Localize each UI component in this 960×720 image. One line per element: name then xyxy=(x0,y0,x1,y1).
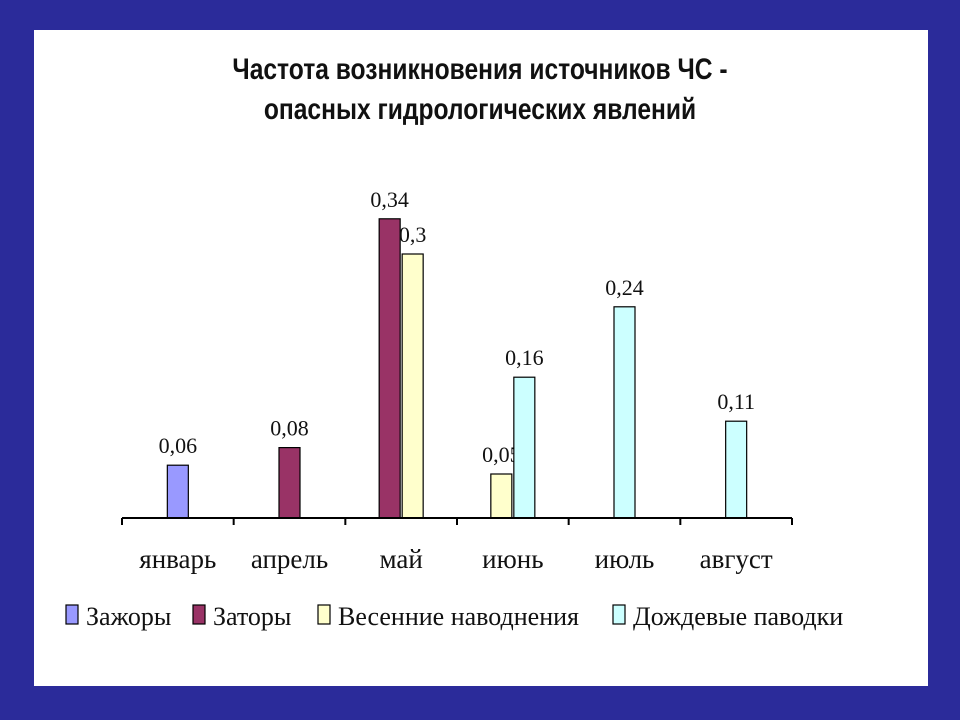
x-tick-label-5: июль xyxy=(595,544,655,574)
x-tick-label-6: август xyxy=(700,544,773,574)
data-label-2-2: 0,08 xyxy=(270,416,309,441)
bar-3-3 xyxy=(401,253,424,519)
data-label-2-3: 0,34 xyxy=(370,187,409,212)
data-label-3-3: 0,3 xyxy=(399,222,427,247)
legend-swatch-4 xyxy=(612,604,626,625)
x-tick-label-1: январь xyxy=(139,544,216,574)
legend-swatch-3 xyxy=(317,604,331,625)
data-label-4-6: 0,11 xyxy=(717,389,755,414)
data-label-1-1: 0,06 xyxy=(159,433,198,458)
slide-background xyxy=(34,30,928,686)
bar-2-2 xyxy=(278,447,301,519)
data-label-4-5: 0,24 xyxy=(605,275,644,300)
legend-label-1: Зажоры xyxy=(86,602,171,631)
chart-title-line-2: опасных гидрологических явлений xyxy=(263,93,697,126)
data-label-4-4: 0,16 xyxy=(505,345,544,370)
bar-1-1 xyxy=(166,464,189,519)
legend-swatch-1 xyxy=(65,604,79,625)
legend-label-3: Весенние наводнения xyxy=(338,602,579,631)
legend-label-4: Дождевые паводки xyxy=(633,602,843,631)
x-tick-label-4: июнь xyxy=(482,544,543,574)
x-tick-label-3: май xyxy=(379,544,422,574)
bar-4-4 xyxy=(513,376,536,519)
bar-4-5 xyxy=(613,306,636,519)
chart-title: Частота возникновения источников ЧС - оп… xyxy=(86,50,873,130)
bar-3-4 xyxy=(490,473,513,519)
legend-swatch-2 xyxy=(192,604,206,625)
chart-title-line-1: Частота возникновения источников ЧС - xyxy=(232,53,728,86)
bar-4-6 xyxy=(725,420,748,519)
x-tick-label-2: апрель xyxy=(251,544,328,574)
legend-label-2: Заторы xyxy=(213,602,291,631)
bar-2-3 xyxy=(378,218,401,519)
